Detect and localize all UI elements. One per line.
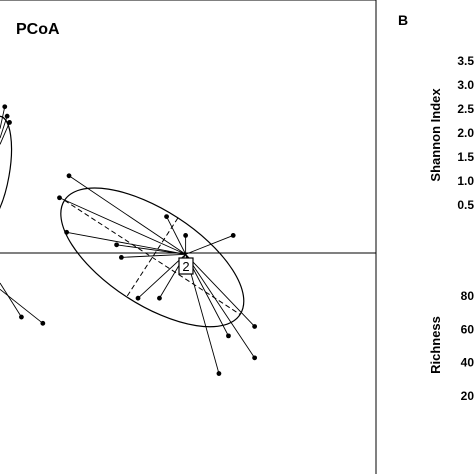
sample-points [2, 104, 258, 376]
shannon-tick-labels: 0.5 1.0 1.5 2.0 2.5 3.0 3.5 [457, 54, 474, 212]
pcoa-panel: PCoA 2 [0, 0, 377, 474]
richness-tick-60: 60 [461, 322, 474, 336]
confidence-ellipses [0, 115, 245, 328]
spoke-3 [116, 244, 186, 255]
spoke-0 [68, 175, 186, 255]
richness-tick-40: 40 [461, 356, 474, 370]
centroid-label: 2 [182, 259, 189, 274]
sample-point-15 [19, 314, 24, 320]
richness-tick-20: 20 [461, 389, 474, 403]
sample-point-12 [216, 371, 222, 376]
spoke-8 [137, 253, 186, 299]
sample-point-3 [114, 242, 120, 248]
shannon-axis-label: Shannon Index [428, 88, 443, 182]
confidence-ellipse-1 [0, 115, 13, 230]
spoke-4 [121, 253, 186, 258]
sample-point-5 [164, 214, 169, 219]
shannon-tick-1.0: 1.0 [457, 174, 474, 188]
sample-point-1 [57, 195, 62, 201]
pcoa-title: PCoA [16, 21, 60, 38]
group-centroid: 2 [178, 257, 194, 275]
spoke-17 [0, 122, 10, 145]
sample-point-9 [157, 295, 162, 301]
sample-point-18 [4, 113, 10, 119]
sample-point-6 [183, 233, 189, 238]
shannon-tick-3.5: 3.5 [457, 54, 474, 68]
sample-point-2 [64, 229, 70, 235]
sample-point-16 [2, 104, 8, 110]
shannon-tick-1.5: 1.5 [457, 150, 474, 164]
richness-axis-label: Richness [428, 316, 443, 374]
spoke-16 [0, 106, 6, 129]
richness-tick-80: 80 [461, 289, 474, 303]
spoke-18 [0, 116, 8, 139]
pcoa-plot-frame [0, 0, 377, 474]
sample-point-11 [252, 324, 258, 329]
spoke-15 [0, 282, 22, 318]
spoke-7 [185, 235, 234, 255]
shannon-tick-0.5: 0.5 [457, 198, 474, 212]
sample-point-17 [7, 120, 12, 125]
centroid-label-box [178, 257, 194, 275]
ellipse-major-axis [64, 199, 241, 315]
shannon-tick-2.0: 2.0 [457, 126, 474, 140]
spider-spokes [0, 106, 256, 374]
richness-tick-labels: 20 40 60 80 [461, 289, 474, 403]
sample-point-10 [226, 333, 231, 339]
spoke-13 [185, 254, 256, 359]
sample-point-13 [252, 355, 258, 361]
shannon-tick-2.5: 2.5 [457, 102, 474, 116]
panel-b: B Shannon Index 0.5 1.0 1.5 2.0 2.5 3.0 3.5 Ri… [398, 12, 474, 403]
panel-b-letter: B [398, 12, 408, 28]
sample-point-8 [135, 295, 141, 301]
sample-point-7 [230, 233, 236, 238]
sample-point-14 [40, 320, 46, 326]
sample-point-0 [66, 173, 72, 179]
spoke-2 [66, 231, 186, 255]
spoke-5 [166, 216, 187, 255]
sample-point-4 [118, 255, 124, 260]
spoke-11 [185, 253, 255, 327]
spoke-1 [59, 197, 186, 255]
shannon-tick-3.0: 3.0 [457, 78, 474, 92]
